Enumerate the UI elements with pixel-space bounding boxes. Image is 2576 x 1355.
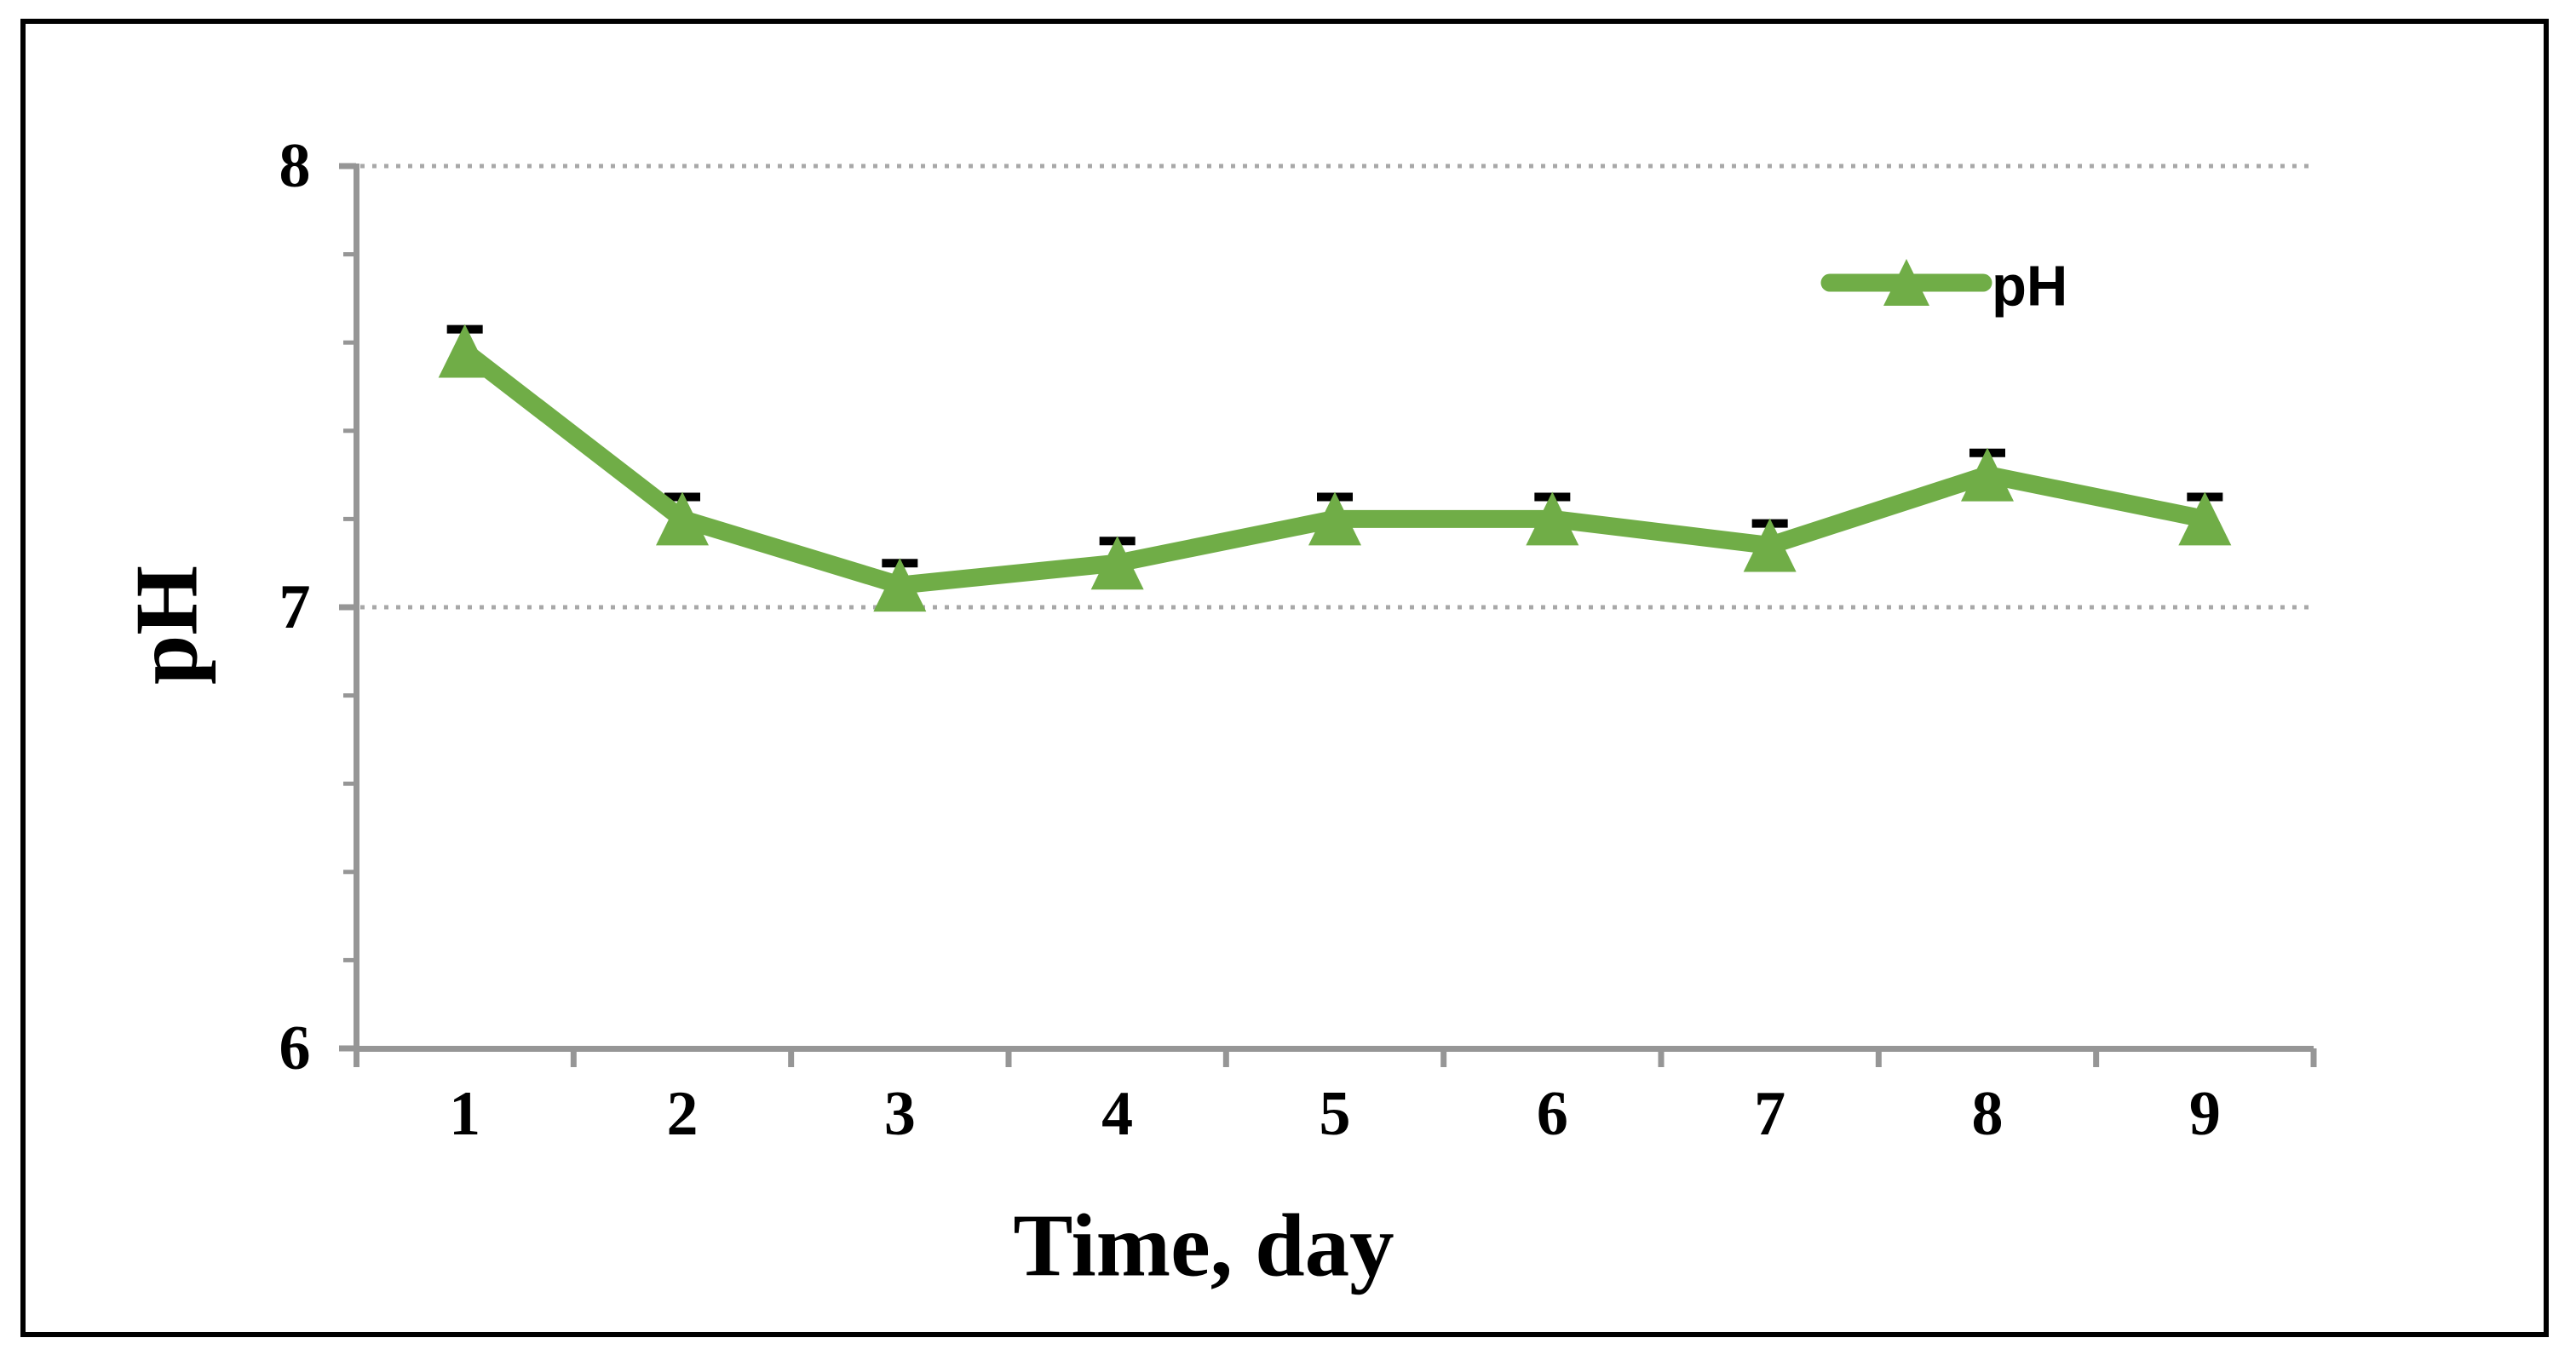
series-marker-triangle [1961, 447, 2014, 502]
x-tick-label-7: 7 [1754, 1079, 1786, 1149]
series-marker-triangle [1090, 536, 1144, 590]
y-tick-label-6: 6 [279, 1013, 311, 1083]
series-marker-triangle [2178, 491, 2232, 546]
series-marker-triangle [656, 491, 709, 546]
x-tick-label-1: 1 [449, 1079, 481, 1149]
x-tick-label-9: 9 [2188, 1079, 2221, 1149]
series-marker-triangle [1308, 491, 1361, 546]
x-tick-label-6: 6 [1536, 1079, 1568, 1149]
series-marker-triangle [438, 324, 492, 378]
x-tick-label-3: 3 [883, 1079, 916, 1149]
series-marker-triangle [873, 558, 927, 612]
x-tick-label-5: 5 [1319, 1079, 1351, 1149]
legend-series-label: pH [1992, 254, 2068, 319]
y-tick-label-8: 8 [279, 131, 311, 201]
series-marker-triangle [1526, 491, 1579, 546]
x-axis-title: Time, day [1013, 1195, 1394, 1295]
y-tick-label-7: 7 [279, 572, 311, 642]
x-tick-label-2: 2 [666, 1079, 699, 1149]
x-tick-label-4: 4 [1101, 1079, 1134, 1149]
x-tick-label-8: 8 [1971, 1079, 2004, 1149]
series-marker-triangle [1743, 518, 1797, 572]
legend-triangle-marker [1883, 259, 1929, 306]
chart-frame [20, 19, 2549, 1337]
